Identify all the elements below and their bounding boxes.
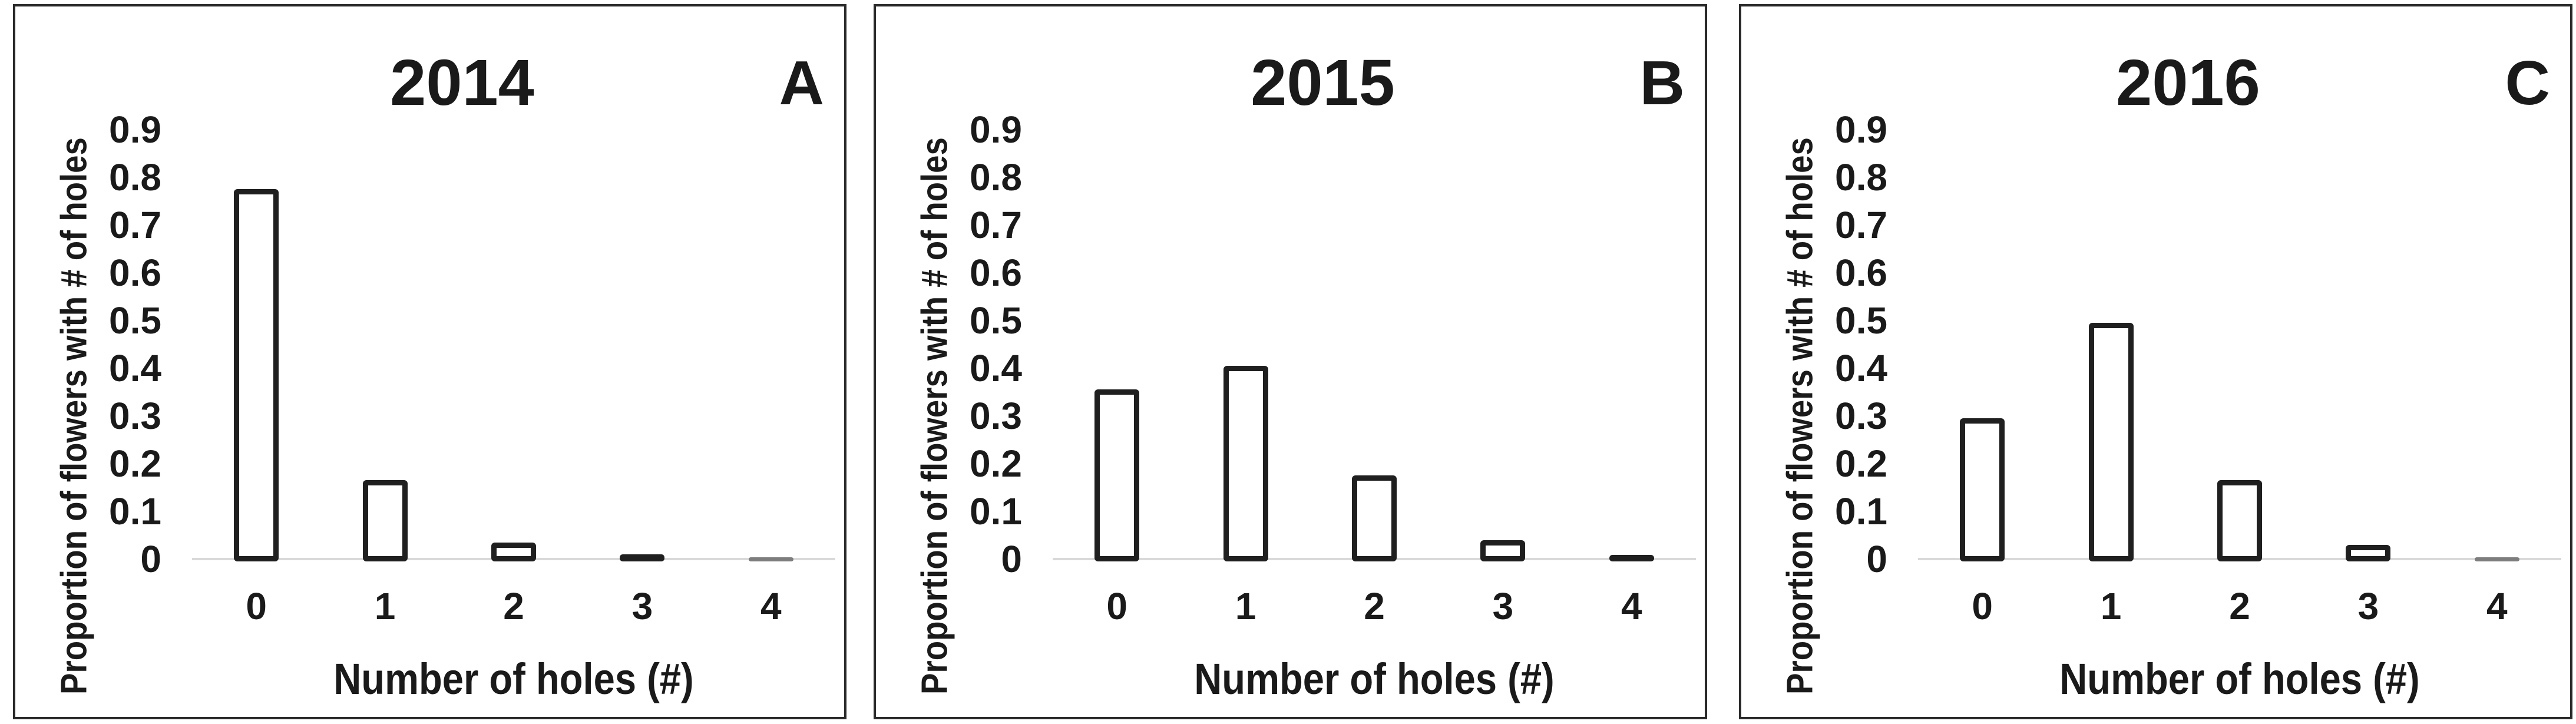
- y-tick-label: 0.4: [109, 347, 161, 389]
- x-tick-label: 2: [503, 585, 524, 627]
- y-tick-label: 0.8: [109, 156, 161, 199]
- y-tick-label: 0.4: [1835, 347, 1887, 389]
- x-tick-label: 0: [1106, 585, 1127, 627]
- chart-title: 2016: [2116, 47, 2260, 119]
- x-axis-label: Number of holes (#): [2059, 654, 2420, 703]
- y-tick-label: 0.5: [1835, 299, 1887, 342]
- y-tick-label: 0.9: [109, 108, 161, 151]
- chart-panel-2016: 2016 C Proportion of flowers with # of h…: [1739, 4, 2572, 719]
- x-tick-label: 2: [2229, 585, 2250, 627]
- bar-holes-0: [1094, 389, 1140, 561]
- x-tick-label: 1: [2100, 585, 2122, 627]
- bar-holes-4: [1609, 555, 1654, 561]
- y-tick-label: 0.9: [1835, 108, 1887, 151]
- x-tick-label: 2: [1364, 585, 1385, 627]
- bar-holes-1: [362, 480, 408, 561]
- bar-holes-4: [2474, 557, 2519, 561]
- bar-holes-0: [1960, 418, 2005, 561]
- bar-holes-4: [748, 557, 793, 561]
- y-tick-label: 0.5: [109, 299, 161, 342]
- y-tick-label: 0.3: [109, 395, 161, 437]
- y-tick-label: 0.1: [1835, 490, 1887, 533]
- y-tick-label: 0.1: [109, 490, 161, 533]
- bar-holes-2: [2217, 480, 2262, 561]
- y-tick-label: 0: [1866, 538, 1887, 580]
- bar-holes-0: [234, 189, 279, 561]
- x-tick-label: 0: [246, 585, 267, 627]
- y-tick-label: 0.2: [109, 442, 161, 485]
- chart-title: 2014: [390, 47, 534, 119]
- x-tick-label: 1: [374, 585, 396, 627]
- bar-holes-3: [2346, 545, 2391, 561]
- y-tick-label: 0.8: [1835, 156, 1887, 199]
- x-tick-label: 4: [1621, 585, 1642, 627]
- x-tick-label: 0: [1972, 585, 1993, 627]
- x-axis-label: Number of holes (#): [1194, 654, 1555, 703]
- y-tick-label: 0.6: [970, 252, 1022, 294]
- y-tick-label: 0.2: [1835, 442, 1887, 485]
- panel-letter: C: [2505, 48, 2550, 118]
- y-tick-label: 0.7: [1835, 204, 1887, 246]
- bar-holes-1: [2088, 323, 2134, 561]
- y-tick-label: 0.5: [970, 299, 1022, 342]
- panel-letter: B: [1639, 48, 1685, 118]
- chart-panel-2014: 2014 A Proportion of flowers with # of h…: [13, 4, 846, 719]
- bar-holes-1: [1223, 366, 1268, 561]
- y-tick-label: 0.1: [970, 490, 1022, 533]
- y-tick-label: 0: [140, 538, 161, 580]
- y-tick-label: 0.7: [109, 204, 161, 246]
- panel-letter: A: [779, 48, 824, 118]
- chart-panel-2015: 2015 B Proportion of flowers with # of h…: [874, 4, 1707, 719]
- x-tick-label: 1: [1235, 585, 1256, 627]
- y-tick-label: 0.8: [970, 156, 1022, 199]
- chart-title: 2015: [1251, 47, 1395, 119]
- y-tick-label: 0.9: [970, 108, 1022, 151]
- y-tick-label: 0.2: [970, 442, 1022, 485]
- y-tick-label: 0.7: [970, 204, 1022, 246]
- x-tick-label: 4: [2486, 585, 2508, 627]
- bar-holes-2: [1352, 475, 1397, 561]
- bar-holes-3: [620, 554, 665, 561]
- x-tick-label: 4: [760, 585, 782, 627]
- y-tick-label: 0.3: [1835, 395, 1887, 437]
- x-tick-label: 3: [1492, 585, 1514, 627]
- x-tick-label: 3: [631, 585, 653, 627]
- y-tick-label: 0.4: [970, 347, 1022, 389]
- bar-holes-2: [491, 543, 536, 561]
- y-tick-label: 0: [1001, 538, 1022, 580]
- y-tick-label: 0.3: [970, 395, 1022, 437]
- y-tick-label: 0.6: [109, 252, 161, 294]
- bar-holes-3: [1480, 540, 1526, 561]
- y-tick-label: 0.6: [1835, 252, 1887, 294]
- x-tick-label: 3: [2357, 585, 2379, 627]
- x-axis-label: Number of holes (#): [333, 654, 694, 703]
